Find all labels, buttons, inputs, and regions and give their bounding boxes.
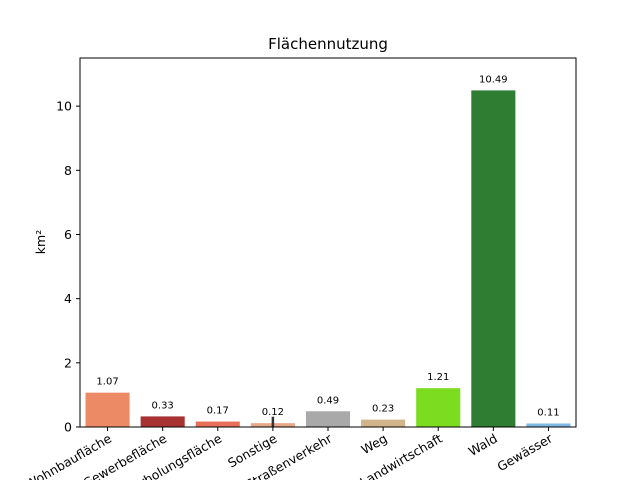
chart-title: Flächennutzung bbox=[268, 35, 388, 53]
x-tick-label-8: Gewässer bbox=[495, 430, 556, 474]
y-tick-label: 0 bbox=[64, 420, 72, 435]
plot-frame bbox=[79, 57, 577, 428]
y-tick-label: 10 bbox=[56, 99, 72, 114]
data-label-8: 0.11 bbox=[537, 407, 559, 418]
data-label-6: 1.21 bbox=[427, 372, 449, 383]
y-tick-label: 4 bbox=[64, 291, 72, 306]
bar-4 bbox=[305, 411, 351, 427]
data-label-2: 0.17 bbox=[207, 406, 229, 417]
bar-0 bbox=[85, 392, 130, 427]
data-label-0: 1.07 bbox=[96, 377, 118, 388]
data-label-4: 0.49 bbox=[317, 395, 339, 406]
data-label-3: 0.12 bbox=[262, 407, 284, 418]
bar-7 bbox=[471, 90, 516, 427]
bars: 1.07 0.33 0.17 0.12 0.49 0.23 1.21 10.49 0.11 bbox=[85, 74, 571, 427]
y-tick-label: 8 bbox=[64, 163, 72, 178]
bar-1 bbox=[140, 416, 185, 427]
bar-8 bbox=[526, 423, 571, 427]
data-label-1: 0.33 bbox=[152, 400, 174, 411]
data-label-5: 0.23 bbox=[372, 404, 394, 415]
x-tick-label-5: Weg bbox=[358, 431, 389, 458]
y-tick-label: 2 bbox=[64, 355, 72, 370]
bar-6 bbox=[416, 388, 461, 427]
bar-2 bbox=[195, 421, 240, 427]
y-axis: 0 2 4 6 8 10 bbox=[56, 99, 80, 435]
y-tick-label: 6 bbox=[64, 227, 72, 242]
x-axis: WohnbauflächeGewerbeflächeErholungsfläch… bbox=[23, 427, 556, 480]
x-tick-label-7: Wald bbox=[466, 431, 500, 459]
bar-5 bbox=[361, 419, 406, 427]
data-label-7: 10.49 bbox=[479, 74, 508, 85]
y-axis-label: km² bbox=[33, 230, 48, 254]
